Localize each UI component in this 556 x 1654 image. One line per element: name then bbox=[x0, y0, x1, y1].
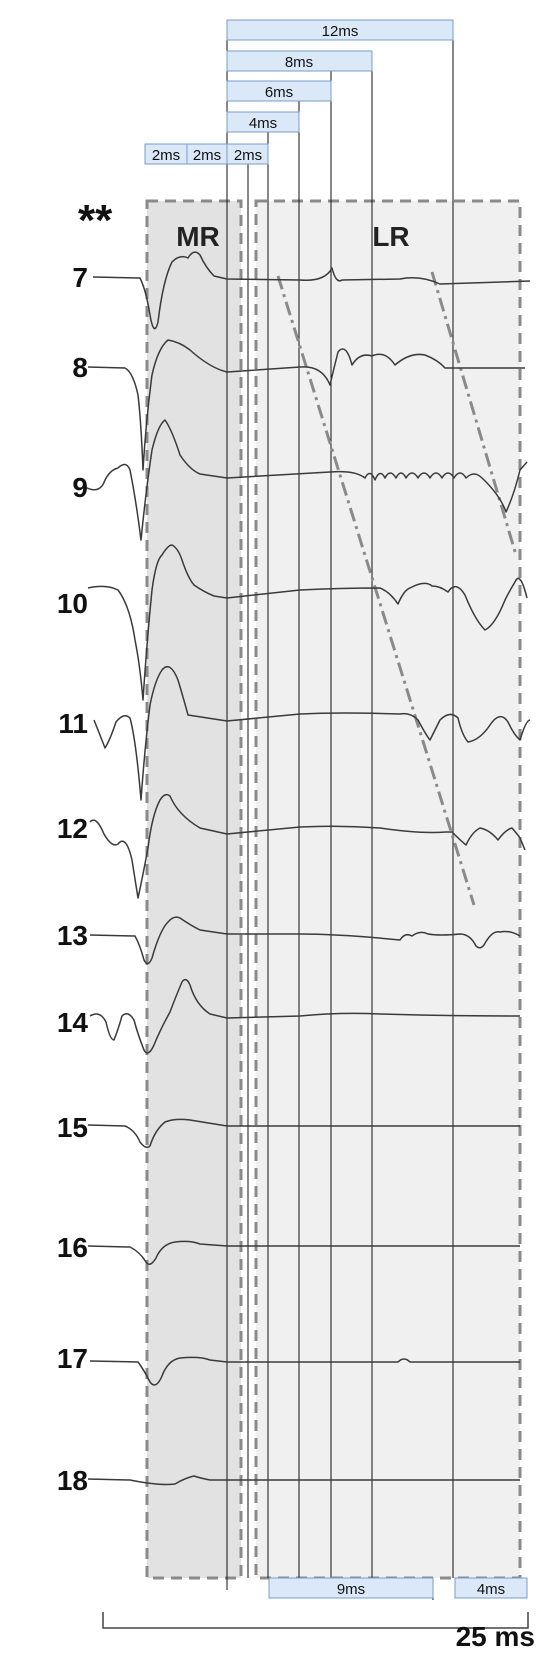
significance-marker: ** bbox=[78, 196, 113, 245]
channel-label-18: 18 bbox=[57, 1465, 88, 1496]
interval-box-4ms bbox=[226, 111, 300, 133]
interval-label-8ms: 8ms bbox=[285, 54, 313, 71]
scale-bar-label: 25 ms bbox=[456, 1621, 535, 1652]
channel-label-11: 11 bbox=[58, 708, 88, 739]
bottom-intervals: 9ms 4ms bbox=[268, 1577, 528, 1599]
channel-label-17: 17 bbox=[57, 1343, 88, 1374]
trace-11 bbox=[93, 665, 531, 801]
propagation-lines bbox=[276, 271, 518, 906]
interval-box-9ms bbox=[268, 1577, 434, 1599]
propagation-line-1 bbox=[276, 275, 476, 906]
trace-12 bbox=[89, 793, 526, 899]
lr-label: LR bbox=[372, 221, 409, 252]
mr-label: MR bbox=[176, 221, 220, 252]
interval-box-4ms-bottom bbox=[454, 1577, 528, 1599]
interval-label-2ms-c: 2ms bbox=[234, 147, 262, 164]
top-intervals: 12ms 8ms 6ms 4ms 2ms 2ms 2ms bbox=[144, 19, 454, 165]
scale-bar bbox=[102, 1612, 529, 1629]
trace-8 bbox=[87, 339, 525, 471]
interval-label-4ms: 4ms bbox=[249, 115, 277, 132]
trace-17 bbox=[89, 1356, 520, 1386]
interval-label-6ms: 6ms bbox=[265, 84, 293, 101]
channel-label-16: 16 bbox=[57, 1232, 88, 1263]
channel-labels: 7 8 9 10 11 12 13 14 15 16 17 18 bbox=[57, 262, 89, 1496]
channel-label-12: 12 bbox=[57, 813, 88, 844]
channel-label-15: 15 bbox=[57, 1112, 88, 1143]
timing-lines bbox=[226, 20, 454, 1600]
interval-label-12ms: 12ms bbox=[322, 23, 359, 40]
trace-14 bbox=[89, 978, 521, 1054]
trace-15 bbox=[87, 1118, 520, 1149]
interval-box-2ms-c bbox=[226, 143, 269, 165]
trace-10 bbox=[87, 544, 528, 701]
channel-label-8: 8 bbox=[72, 352, 88, 383]
traces bbox=[84, 251, 531, 1486]
interval-label-9ms: 9ms bbox=[337, 1581, 365, 1598]
lr-region bbox=[254, 199, 522, 1580]
channel-label-14: 14 bbox=[57, 1007, 89, 1038]
propagation-line-2 bbox=[430, 271, 518, 556]
channel-label-10: 10 bbox=[57, 588, 88, 619]
interval-box-8ms bbox=[226, 50, 373, 72]
channel-label-9: 9 bbox=[72, 472, 88, 503]
interval-box-12ms bbox=[226, 19, 454, 41]
trace-9 bbox=[84, 419, 528, 541]
interval-box-6ms bbox=[226, 80, 332, 102]
trace-13 bbox=[89, 916, 521, 965]
channel-label-13: 13 bbox=[57, 920, 88, 951]
trace-16 bbox=[87, 1240, 520, 1265]
trace-7 bbox=[92, 251, 531, 330]
interval-label-2ms-a: 2ms bbox=[152, 147, 180, 164]
interval-label-2ms-b: 2ms bbox=[193, 147, 221, 164]
channel-label-7: 7 bbox=[72, 262, 88, 293]
interval-label-4ms-bottom: 4ms bbox=[477, 1581, 505, 1598]
mr-region bbox=[145, 199, 243, 1580]
trace-18 bbox=[87, 1475, 520, 1486]
